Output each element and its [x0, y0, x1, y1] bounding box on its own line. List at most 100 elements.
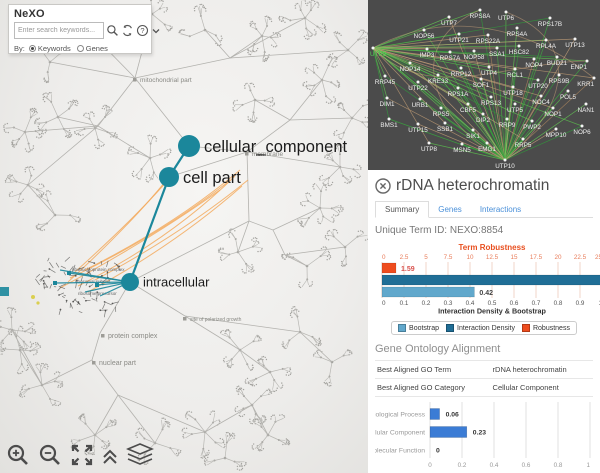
gene-node[interactable]: UTP9 [370, 46, 387, 59]
gene-node[interactable]: UTP8 [421, 141, 438, 154]
svg-text:RRP45: RRP45 [375, 79, 396, 86]
gene-node[interactable]: RPL4A [536, 38, 557, 51]
gene-node[interactable]: BMS1 [380, 117, 398, 130]
gene-node[interactable]: EMG1 [478, 141, 496, 154]
gene-node[interactable]: RPS4A [507, 26, 528, 39]
gene-node[interactable]: SSA1 [489, 46, 506, 59]
radio-genes[interactable]: Genes [76, 44, 108, 53]
ontology-canvas[interactable]: ribonucleoprotein complex ribosomal subun… [0, 0, 368, 473]
gene-node[interactable]: URB1 [412, 97, 429, 110]
term-node[interactable]: site of polarized growth [183, 317, 242, 323]
gene-node[interactable]: RPS22A [476, 33, 501, 46]
gene-node[interactable]: NOP56 [414, 28, 435, 41]
term-node-highlighted[interactable]: cell part [159, 167, 241, 187]
svg-text:NOC4: NOC4 [532, 99, 550, 106]
gene-node[interactable]: MPP10 [546, 127, 567, 140]
gene-node[interactable]: PWP2 [523, 119, 541, 132]
search-icon[interactable] [106, 24, 119, 37]
svg-text:UTP20: UTP20 [528, 83, 548, 90]
gene-node[interactable]: RRP9 [499, 117, 516, 130]
gene-node[interactable]: NOP4 [525, 57, 543, 70]
fit-to-screen-icon[interactable] [70, 443, 94, 467]
gene-node[interactable]: MSN5 [453, 142, 471, 155]
gene-node[interactable]: RRP12 [451, 66, 472, 79]
gene-node[interactable]: NOP58 [464, 49, 485, 62]
gene-node[interactable]: NOC4 [532, 94, 550, 107]
svg-text:Cellular Component: Cellular Component [375, 429, 425, 436]
gene-node[interactable]: CBF5 [460, 102, 477, 115]
layers-icon[interactable] [126, 443, 154, 467]
gene-node[interactable]: ENP1 [571, 59, 589, 72]
gene-node[interactable]: UTP22 [408, 80, 428, 93]
term-node-highlighted[interactable]: cellular_component [178, 135, 348, 157]
gene-node[interactable]: SOF1 [473, 77, 490, 90]
svg-text:ribonucleoprotein complex: ribonucleoprotein complex [72, 267, 125, 272]
chevron-down-icon[interactable] [151, 26, 161, 36]
gene-node[interactable]: NAN1 [578, 102, 595, 115]
gene-node[interactable]: RPS1A [448, 86, 469, 99]
term-node[interactable]: protein complex [101, 333, 158, 340]
gene-node[interactable]: RPS9B [549, 73, 570, 86]
gene-node[interactable]: UTP6 [498, 10, 515, 23]
gene-node[interactable]: DIM1 [379, 96, 395, 109]
ontology-graph[interactable]: ribonucleoprotein complex ribosomal subun… [0, 0, 368, 473]
svg-text:DIP2: DIP2 [476, 117, 490, 124]
term-node-highlighted[interactable]: intracellular [121, 273, 210, 291]
interaction-network-panel[interactable]: RPS8A UTP6 RPS17B UTP7 NOP56 UTP21 RPS22A RPS4A… [368, 0, 600, 170]
collapse-all-icon[interactable] [102, 447, 118, 467]
gene-node[interactable]: UTP18 [503, 85, 523, 98]
gene-node[interactable]: HSC82 [509, 44, 530, 57]
gene-node[interactable]: KRR1 [577, 76, 596, 89]
gene-node[interactable]: SIK1 [466, 128, 480, 141]
term-node[interactable]: membrane [245, 151, 283, 158]
term-node[interactable]: nuclear part [92, 360, 136, 367]
gene-node[interactable]: UTP10 [495, 158, 515, 171]
go-alignment-chart: 0 0.2 0.4 0.6 0.8 1 Biological Process 0.06 Cell… [368, 402, 591, 469]
gene-node[interactable]: NOP14 [400, 61, 421, 74]
gene-node[interactable]: POL5 [560, 89, 577, 102]
svg-text:cell part: cell part [183, 169, 241, 187]
svg-text:0.1: 0.1 [400, 300, 409, 307]
svg-text:0.3: 0.3 [444, 300, 453, 307]
gene-node[interactable]: RCL1 [507, 67, 524, 80]
gene-node[interactable]: RPS7A [440, 50, 461, 63]
gene-node[interactable]: RRP45 [375, 74, 396, 87]
tree-cluster [217, 228, 263, 274]
tab-genes[interactable]: Genes [438, 205, 462, 214]
gene-node[interactable]: UTP5 [507, 102, 524, 115]
radio-keywords[interactable]: Keywords [28, 44, 71, 53]
gene-node[interactable]: DIP2 [476, 112, 490, 125]
svg-text:RPS17B: RPS17B [538, 21, 562, 28]
svg-text:nuclear part: nuclear part [99, 360, 136, 367]
gene-node[interactable]: NOP6 [573, 124, 591, 137]
gene-node[interactable]: RRP5 [515, 137, 532, 150]
interaction-network-graph[interactable]: RPS8A UTP6 RPS17B UTP7 NOP56 UTP21 RPS22A RPS4A… [368, 0, 600, 170]
tab-summary[interactable]: Summary [375, 201, 430, 218]
help-icon[interactable]: ? [136, 24, 149, 37]
gene-node[interactable]: UTP13 [565, 37, 585, 50]
svg-text:Biological Process: Biological Process [375, 411, 426, 418]
svg-text:EMG1: EMG1 [478, 146, 496, 153]
term-node[interactable]: mitochondrial part [133, 77, 192, 84]
search-input[interactable] [14, 22, 104, 39]
gene-node[interactable]: KRE33 [428, 73, 448, 86]
gene-node[interactable]: SSB1 [437, 121, 454, 134]
gene-node[interactable]: RPS8A [470, 8, 491, 21]
tab-interactions[interactable]: Interactions [479, 205, 522, 214]
gene-node[interactable]: RPS17B [538, 16, 562, 29]
gene-node[interactable]: IMP3 [420, 47, 435, 60]
refresh-icon[interactable] [121, 24, 134, 37]
gene-node[interactable]: UTP7 [441, 15, 458, 28]
gene-node[interactable]: NOP1 [544, 106, 562, 119]
gene-node[interactable]: UTP21 [449, 32, 469, 45]
zoom-out-icon[interactable] [38, 443, 62, 467]
svg-text:NOP14: NOP14 [400, 66, 421, 73]
gene-node[interactable]: UTP15 [408, 122, 428, 135]
gene-node[interactable]: RPS5 [433, 106, 450, 119]
gene-node[interactable]: UTP20 [528, 78, 548, 91]
gene-node[interactable]: RPS13 [481, 95, 501, 108]
close-icon[interactable] [375, 178, 391, 194]
gene-node[interactable]: UTP4 [481, 65, 498, 78]
gene-node[interactable]: BUD21 [547, 55, 568, 68]
zoom-in-icon[interactable] [6, 443, 30, 467]
